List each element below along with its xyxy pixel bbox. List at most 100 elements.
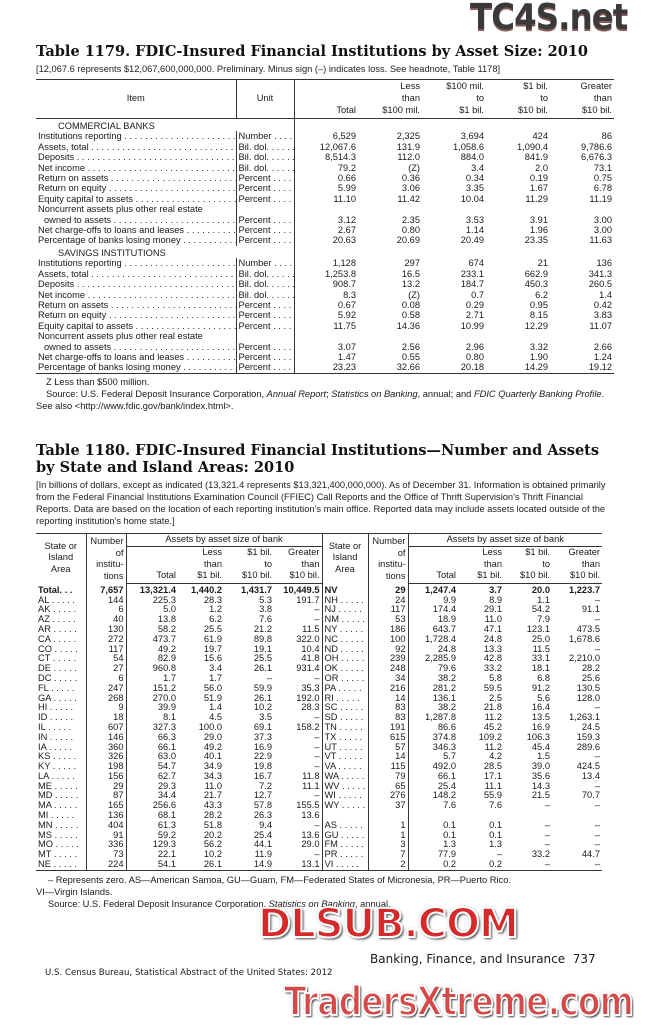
row-value: 24.8 bbox=[483, 634, 502, 644]
row-value: 100.0 bbox=[198, 722, 222, 732]
row-value: 1,728.4 bbox=[407, 634, 458, 645]
state-code: OR . . . . . bbox=[321, 673, 368, 684]
row-value: 607 bbox=[85, 722, 126, 733]
row-value: 14 bbox=[367, 693, 408, 704]
header-less-100mil: Less than $100 mil. bbox=[358, 79, 422, 119]
row-value bbox=[458, 811, 504, 821]
row-value: 16.5 bbox=[401, 268, 420, 279]
row-value: 21.7 bbox=[203, 791, 222, 801]
state-code: CO . . . . . bbox=[38, 644, 78, 654]
row-value: – bbox=[594, 830, 600, 840]
state-code: TX . . . . . bbox=[321, 732, 368, 743]
row-value: 11.63 bbox=[589, 235, 612, 246]
table-row: Percentage of banks losing money . . . .… bbox=[36, 235, 614, 246]
table-1180: State or Island Area Number of institu-tions… bbox=[36, 532, 602, 871]
state-code: NC . . . . . bbox=[321, 634, 368, 645]
table-row: owned to assets . . . . . . . . . . . . … bbox=[36, 341, 614, 352]
table-row: Total. . . 7,657 13,321.4 1,440.2 1,431.7 10,… bbox=[36, 583, 602, 596]
row-unit: Number . . . . . . bbox=[236, 131, 295, 142]
row-value: 6 bbox=[85, 673, 126, 684]
row-value: 0.66 bbox=[337, 173, 356, 184]
row-value: 45.2 bbox=[483, 722, 502, 732]
row-unit: Percent . . . . . . bbox=[236, 173, 295, 184]
state-code: MA . . . . . bbox=[38, 801, 78, 811]
header-1bil-10bil: $1 bil. to $10 bil. bbox=[486, 79, 550, 119]
state-code: AZ . . . . . bbox=[38, 615, 76, 625]
row-unit: Bil. dol. . . . . . . bbox=[236, 279, 295, 290]
row-value: 0.80 bbox=[465, 351, 484, 362]
state-code: MO . . . . . bbox=[38, 840, 79, 850]
row-value: 1.5 bbox=[537, 752, 550, 762]
row-value: 15.6 bbox=[203, 654, 222, 664]
row-value: 56.2 bbox=[203, 840, 222, 850]
row-value: 38.2 bbox=[407, 673, 458, 684]
row-value: 1,058.6 bbox=[452, 141, 484, 152]
row-value: 908.7 bbox=[332, 279, 356, 290]
row-value: 79.2 bbox=[337, 162, 356, 173]
row-value: 276 bbox=[367, 791, 408, 802]
row-value: 86 bbox=[601, 131, 612, 142]
row-value: 4.5 bbox=[209, 713, 222, 723]
row-value: – bbox=[544, 830, 550, 840]
state-code: FL . . . . . bbox=[38, 683, 75, 693]
row-value: 25.6 bbox=[581, 673, 600, 683]
table-row: owned to assets . . . . . . . . . . . . … bbox=[36, 214, 614, 226]
row-value: 3.00 bbox=[593, 225, 612, 236]
row-value: 29 bbox=[85, 781, 126, 792]
section-header-row: COMMERCIAL BANKS bbox=[36, 118, 614, 132]
row-label: Net charge-offs to loans and leases . . … bbox=[36, 225, 237, 236]
table-row: IL . . . . . 607 327.3 100.0 69.1 158.2 TN . .… bbox=[36, 722, 602, 733]
row-value: 615 bbox=[367, 732, 408, 743]
state-code: KY . . . . . bbox=[38, 762, 77, 772]
row-value: 13.1 bbox=[274, 860, 323, 871]
row-value: 3.53 bbox=[465, 214, 484, 225]
row-value: 86.6 bbox=[407, 722, 458, 733]
row-value bbox=[407, 811, 458, 821]
row-value: 28.2 bbox=[203, 811, 222, 821]
row-value: 18 bbox=[85, 713, 126, 723]
row-value: 5.0 bbox=[125, 605, 178, 616]
row-label: Institutions reporting . . . . . . . . .… bbox=[36, 258, 237, 269]
row-value: 34.4 bbox=[125, 791, 178, 802]
row-value: – bbox=[274, 713, 323, 723]
row-value: 1.47 bbox=[337, 351, 356, 362]
header-total: Total bbox=[407, 546, 458, 584]
row-value: 6,529 bbox=[332, 131, 356, 142]
state-code: ND . . . . . bbox=[321, 644, 368, 655]
row-value: – bbox=[274, 742, 323, 753]
table-row: DC . . . . . 6 1.7 1.7– – OR . . . . . 34 38.2 5… bbox=[36, 673, 602, 684]
row-value: 8.9 bbox=[489, 595, 502, 605]
row-value: 22.1 bbox=[125, 850, 178, 861]
state-code: VA . . . . . bbox=[321, 762, 368, 772]
row-unit: Percent . . . . . . bbox=[236, 362, 295, 374]
header-greater-10bil: Greater than $10 bil. bbox=[274, 546, 323, 584]
row-value: 23.23 bbox=[332, 362, 356, 373]
row-value: 10.2 bbox=[203, 850, 222, 860]
state-code: RI . . . . . bbox=[321, 693, 368, 704]
row-value: 1.3 bbox=[489, 840, 502, 850]
state-code: MD . . . . . bbox=[38, 791, 79, 801]
row-value: 11.75 bbox=[333, 320, 356, 331]
row-label: Net charge-offs to loans and leases . . … bbox=[36, 351, 237, 363]
row-value: 27 bbox=[85, 664, 126, 674]
table-row: Percentage of banks losing money . . . .… bbox=[36, 362, 614, 374]
row-value: 117 bbox=[367, 605, 408, 616]
row-value: 473.7 bbox=[125, 634, 178, 645]
row-value: 0.2 bbox=[489, 860, 502, 870]
header-1bil-10bil: $1 bil. to $10 bil. bbox=[504, 546, 552, 584]
row-value: 33.2 bbox=[483, 664, 502, 674]
table-row: MO . . . . . 336 129.3 56.2 44.1 29.0 FM . . .… bbox=[36, 840, 602, 851]
row-value: 2.5 bbox=[489, 693, 502, 703]
state-code: NH . . . . . bbox=[321, 595, 368, 606]
row-value: – bbox=[274, 762, 323, 772]
row-value: 83 bbox=[367, 703, 408, 714]
row-value: 91.1 bbox=[581, 605, 600, 615]
row-value: 1,090.4 bbox=[516, 141, 548, 152]
row-value: 1.1 bbox=[537, 595, 550, 605]
row-value: 3.06 bbox=[401, 183, 420, 194]
row-value: 7.2 bbox=[259, 781, 272, 791]
table-row: FL . . . . . 247 151.2 56.0 59.9 35.3 PA . . .… bbox=[36, 683, 602, 694]
row-value: 12.29 bbox=[524, 320, 548, 331]
row-value: 54.1 bbox=[125, 860, 178, 871]
row-value: 3.91 bbox=[529, 214, 548, 225]
